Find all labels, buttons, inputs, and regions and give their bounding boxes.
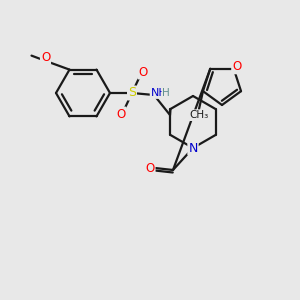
Text: S: S <box>128 86 136 100</box>
Text: O: O <box>138 65 148 79</box>
Text: H: H <box>162 88 170 98</box>
Text: O: O <box>41 51 50 64</box>
Text: O: O <box>146 161 154 175</box>
Text: CH₃: CH₃ <box>189 110 208 120</box>
Text: NH: NH <box>151 88 167 98</box>
Text: N: N <box>188 142 198 154</box>
Text: O: O <box>232 60 242 73</box>
Text: O: O <box>116 107 126 121</box>
